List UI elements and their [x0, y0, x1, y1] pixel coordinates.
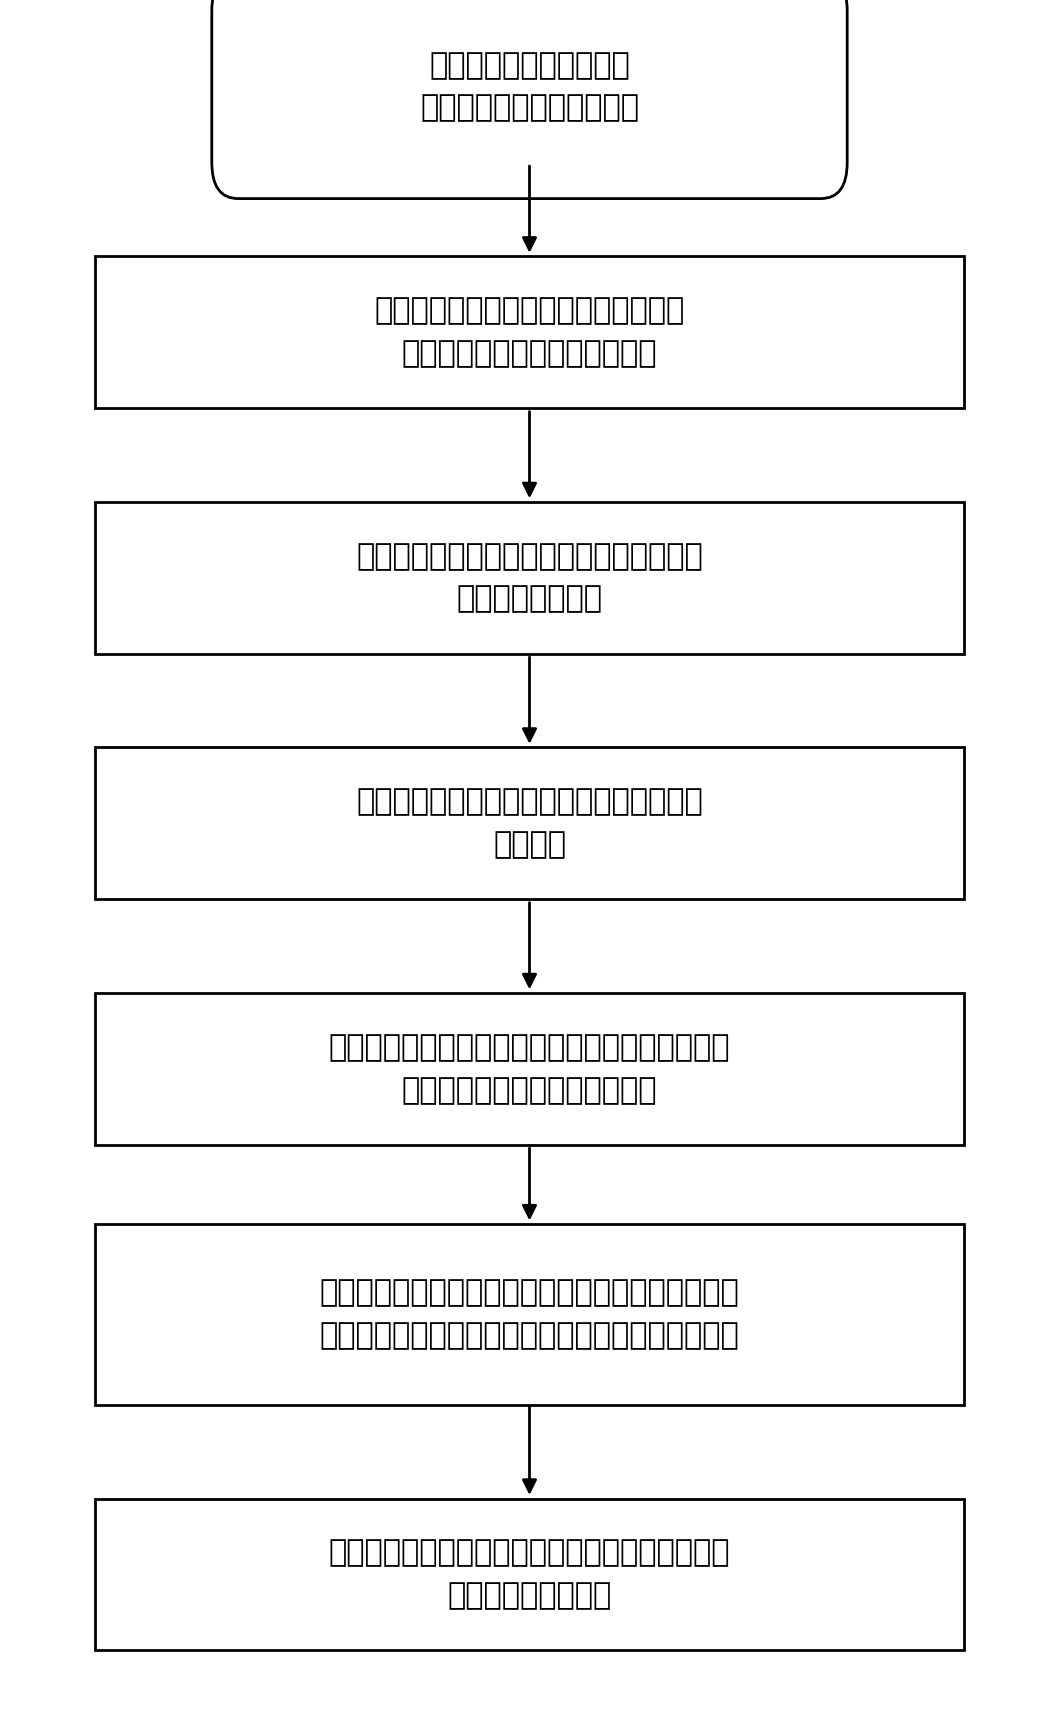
Text: 利用随机振动改变衰荡腔选频位置使双波长
分时耦合进腔体中: 利用随机振动改变衰荡腔选频位置使双波长 分时耦合进腔体中 — [356, 542, 703, 614]
FancyBboxPatch shape — [95, 1224, 964, 1405]
Text: 同步采集衰荡腔出射光强信号和光调制模块
驱动信号: 同步采集衰荡腔出射光强信号和光调制模块 驱动信号 — [356, 787, 703, 860]
Text: 调节两束单波长窄线宽激光的中心波长
位于同一吸收峰或者相邻吸收峰: 调节两束单波长窄线宽激光的中心波长 位于同一吸收峰或者相邻吸收峰 — [375, 297, 684, 368]
FancyBboxPatch shape — [95, 257, 964, 407]
FancyBboxPatch shape — [95, 747, 964, 899]
Text: 利用双波长指数衰减系数的差与气体摩尔分数的关
系获取气体浓度信息: 利用双波长指数衰减系数的差与气体摩尔分数的关 系获取气体浓度信息 — [328, 1538, 731, 1610]
FancyBboxPatch shape — [212, 0, 847, 198]
FancyBboxPatch shape — [95, 992, 964, 1144]
FancyBboxPatch shape — [95, 1498, 964, 1650]
Text: 以驱动信号的触发时间加上光调制模块的延迟时间
作为入射光被完全阻断的时间点: 以驱动信号的触发时间加上光调制模块的延迟时间 作为入射光被完全阻断的时间点 — [328, 1032, 731, 1105]
Text: 以入射光被完全阻断的时间点作为指数拟合衰荡信号
的起始点，得到双波长分别对应的指数衰减系数的差: 以入射光被完全阻断的时间点作为指数拟合衰荡信号 的起始点，得到双波长分别对应的指… — [320, 1279, 739, 1350]
FancyBboxPatch shape — [95, 502, 964, 654]
Text: 测量光调制模块的光响应
相对于驱动信号的延迟时间: 测量光调制模块的光响应 相对于驱动信号的延迟时间 — [420, 50, 639, 123]
